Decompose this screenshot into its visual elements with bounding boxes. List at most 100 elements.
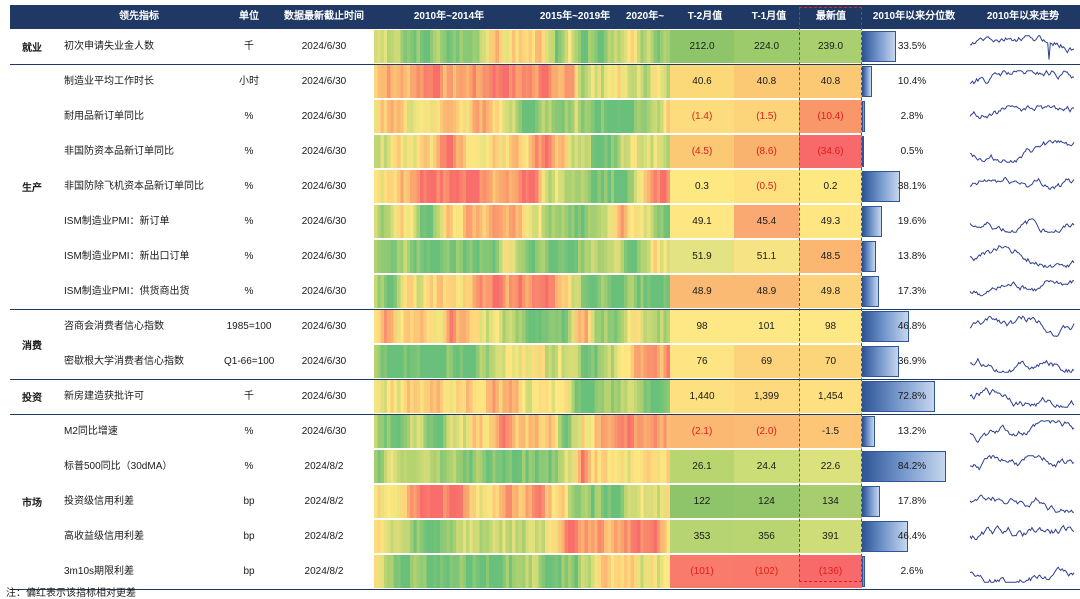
value-t2: 122 [670, 485, 734, 518]
value-t2: (1.4) [670, 100, 734, 133]
unit: bp [243, 496, 255, 507]
trend-line [969, 104, 1075, 120]
trend-line [969, 35, 1075, 60]
indicator-name: M2同比增速 [64, 426, 118, 437]
date: 2024/8/2 [304, 461, 344, 472]
trend-line [970, 455, 1075, 471]
history-heatmap [374, 380, 670, 413]
percentile-bar [862, 486, 880, 517]
indicator-name: 制造业平均工作时长 [64, 76, 154, 87]
unit: % [244, 286, 254, 297]
history-heatmap [374, 30, 670, 63]
header-period-2010-2014: 2010年~2014年 [413, 11, 485, 22]
percentile-label: 19.6% [897, 216, 927, 227]
indicator-name: 初次申请失业金人数 [64, 41, 154, 52]
date: 2024/6/30 [301, 321, 347, 332]
date: 2024/8/2 [304, 496, 344, 507]
group-label: 消费 [22, 340, 42, 352]
value-latest: 22.6 [799, 450, 862, 483]
percentile-bar [862, 276, 880, 307]
trend-line [969, 176, 1075, 190]
percentile-label: 10.4% [897, 76, 927, 87]
value-latest: -1.5 [799, 415, 862, 448]
percentile-cell: 2.6% [862, 555, 966, 588]
group-label: 生产 [22, 183, 42, 194]
group-separator [10, 414, 1080, 415]
percentile-cell: 36.9% [862, 345, 966, 378]
trend-sparkline [966, 204, 1080, 239]
value-t1: (102) [734, 555, 799, 588]
value-t1: 1,399 [734, 380, 799, 413]
table-row: 非国防资本品新订单同比% 2024/6/30 (4.5) (8.6) (34.6) 0.5… [10, 134, 1080, 169]
unit: % [244, 426, 254, 437]
percentile-label: 36.9% [897, 356, 927, 367]
unit: 千 [244, 391, 254, 402]
date: 2024/6/30 [301, 356, 347, 367]
history-heatmap [374, 345, 670, 378]
group-label: 投资 [22, 393, 42, 404]
group-label: 就业 [22, 43, 42, 54]
indicator-name: 密歇根大学消费者信心指数 [64, 356, 184, 367]
table-row: 3m10s期限利差 bp 2024/8/2 (101) (102) (136) 2.6% [10, 554, 1080, 589]
indicator-name: 耐用品新订单同比 [64, 111, 144, 122]
percentile-bar [862, 66, 873, 97]
trend-sparkline [966, 134, 1080, 169]
value-t1: 101 [734, 310, 799, 343]
date: 2024/6/30 [301, 216, 347, 227]
value-t2: 0.3 [670, 170, 734, 203]
history-heatmap [374, 100, 670, 133]
unit: % [244, 216, 254, 227]
percentile-cell: 13.8% [862, 240, 966, 273]
percentile-cell: 17.3% [862, 275, 966, 308]
percentile-bar [862, 451, 947, 482]
trend-line [969, 386, 1075, 409]
value-t2: (4.5) [670, 135, 734, 168]
indicator-name: 3m10s期限利差 [64, 566, 135, 577]
table-row: 咨商会消费者信心指数 1985=100 2024/6/30 98 101 98 46.8% [10, 309, 1080, 344]
value-t2: 40.6 [670, 65, 734, 98]
history-heatmap [374, 170, 670, 203]
trend-line [969, 315, 1075, 337]
unit: % [244, 251, 254, 262]
trend-sparkline [966, 449, 1080, 484]
value-t1: 224.0 [734, 30, 799, 63]
value-t2: 49.1 [670, 205, 734, 238]
trend-sparkline [966, 484, 1080, 519]
date: 2024/6/30 [301, 286, 347, 297]
value-t2: 353 [670, 520, 734, 553]
table-row: M2同比增速% 2024/6/30 (2.1) (2.0) -1.5 13.2% [10, 414, 1080, 449]
trend-sparkline [966, 414, 1080, 449]
date: 2024/6/30 [301, 251, 347, 262]
value-t1: 45.4 [734, 205, 799, 238]
value-latest: 134 [799, 485, 862, 518]
group-separator [10, 309, 1080, 310]
history-heatmap [374, 205, 670, 238]
percentile-cell: 33.5% [862, 30, 966, 63]
value-t1: (1.5) [734, 100, 799, 133]
trend-sparkline [966, 519, 1080, 554]
unit: Q1-66=100 [224, 356, 274, 367]
percentile-cell: 19.6% [862, 205, 966, 238]
header-t1: T-1月值 [751, 11, 787, 22]
percentile-bar [862, 206, 882, 237]
trend-sparkline [966, 239, 1080, 274]
percentile-cell: 13.2% [862, 415, 966, 448]
trend-sparkline [966, 29, 1080, 64]
percentile-label: 38.1% [897, 181, 927, 192]
history-heatmap [374, 520, 670, 553]
value-t2: 76 [670, 345, 734, 378]
header-period-2020: 2020年~ [625, 11, 665, 22]
trend-line [969, 357, 1075, 374]
value-t2: (2.1) [670, 415, 734, 448]
percentile-label: 46.4% [897, 531, 927, 542]
date: 2024/6/30 [301, 76, 347, 87]
table-row: 非国防除飞机资本品新订单同比% 2024/6/30 0.3 (0.5) 0.2 38.1% [10, 169, 1080, 204]
history-heatmap [374, 135, 670, 168]
trend-sparkline [966, 99, 1080, 134]
percentile-cell: 84.2% [862, 450, 966, 483]
trend-sparkline [966, 169, 1080, 204]
table-row: 高收益级信用利差 bp 2024/8/2 353 356 391 46.4% [10, 519, 1080, 554]
percentile-cell: 0.5% [862, 135, 966, 168]
percentile-label: 46.8% [897, 321, 927, 332]
date: 2024/6/30 [301, 146, 347, 157]
